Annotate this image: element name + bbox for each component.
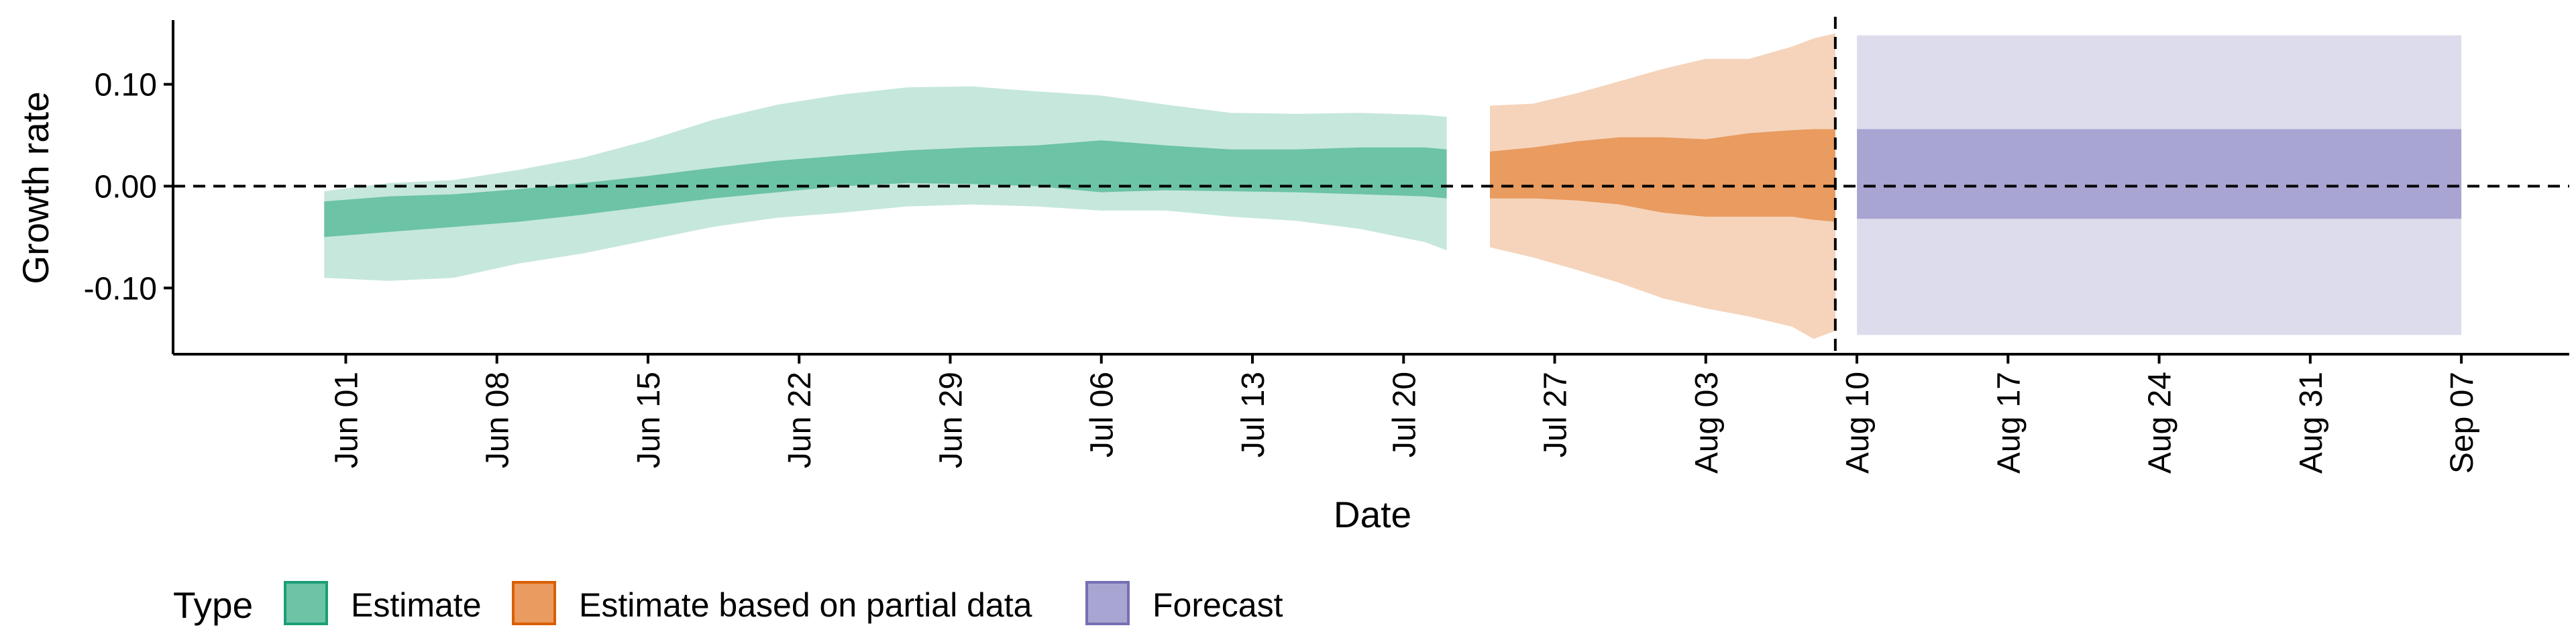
x-tick-label: Jun 29 [933,372,969,468]
legend-label-series-1: Estimate based on partial data [579,586,1032,624]
band-50-series-1 [1490,129,1835,222]
x-tick-label: Aug 17 [1991,372,2027,474]
x-axis-title: Date [1334,494,1411,535]
legend: Type Estimate Estimate based on partial d… [173,581,1283,626]
x-tick-label: Jun 15 [631,372,667,468]
legend-label-series-2: Forecast [1152,586,1283,624]
x-tick-label: Jul 27 [1538,372,1574,458]
x-tick-label: Aug 31 [2294,372,2329,474]
legend-key-series-2 [1085,581,1130,625]
y-axis-title: Growth rate [15,91,56,284]
x-tick-label: Jun 08 [480,372,516,468]
x-tick-label: Jun 22 [782,372,818,468]
x-tick-label: Aug 10 [1840,372,1876,474]
tick-labels: 0.10 0.00 -0.10 Jun 01 Jun 08 Jun 15 Jun 22 Jun… [84,68,2481,474]
reference-lines [173,17,2569,354]
legend-title: Type [173,584,253,626]
uncertainty-bands [324,33,2462,339]
legend-label-series-0: Estimate [351,586,482,624]
x-tick-label: Jul 20 [1387,372,1422,458]
band-50-series-0 [324,140,1447,237]
x-tick-label: Sep 07 [2445,372,2480,474]
x-tick-label: Jun 01 [329,372,364,468]
y-tick-label: 0.10 [95,68,157,103]
x-tick-label: Jul 13 [1236,372,1271,458]
x-tick-label: Aug 03 [1689,372,1725,474]
legend-key-series-0 [284,581,328,625]
band-50-series-2 [1857,129,2462,219]
x-tick-label: Jul 06 [1085,372,1120,458]
y-tick-label: 0.00 [95,169,157,205]
y-tick-label: -0.10 [84,271,157,307]
x-tick-label: Aug 24 [2143,372,2178,474]
legend-key-series-1 [512,581,556,625]
